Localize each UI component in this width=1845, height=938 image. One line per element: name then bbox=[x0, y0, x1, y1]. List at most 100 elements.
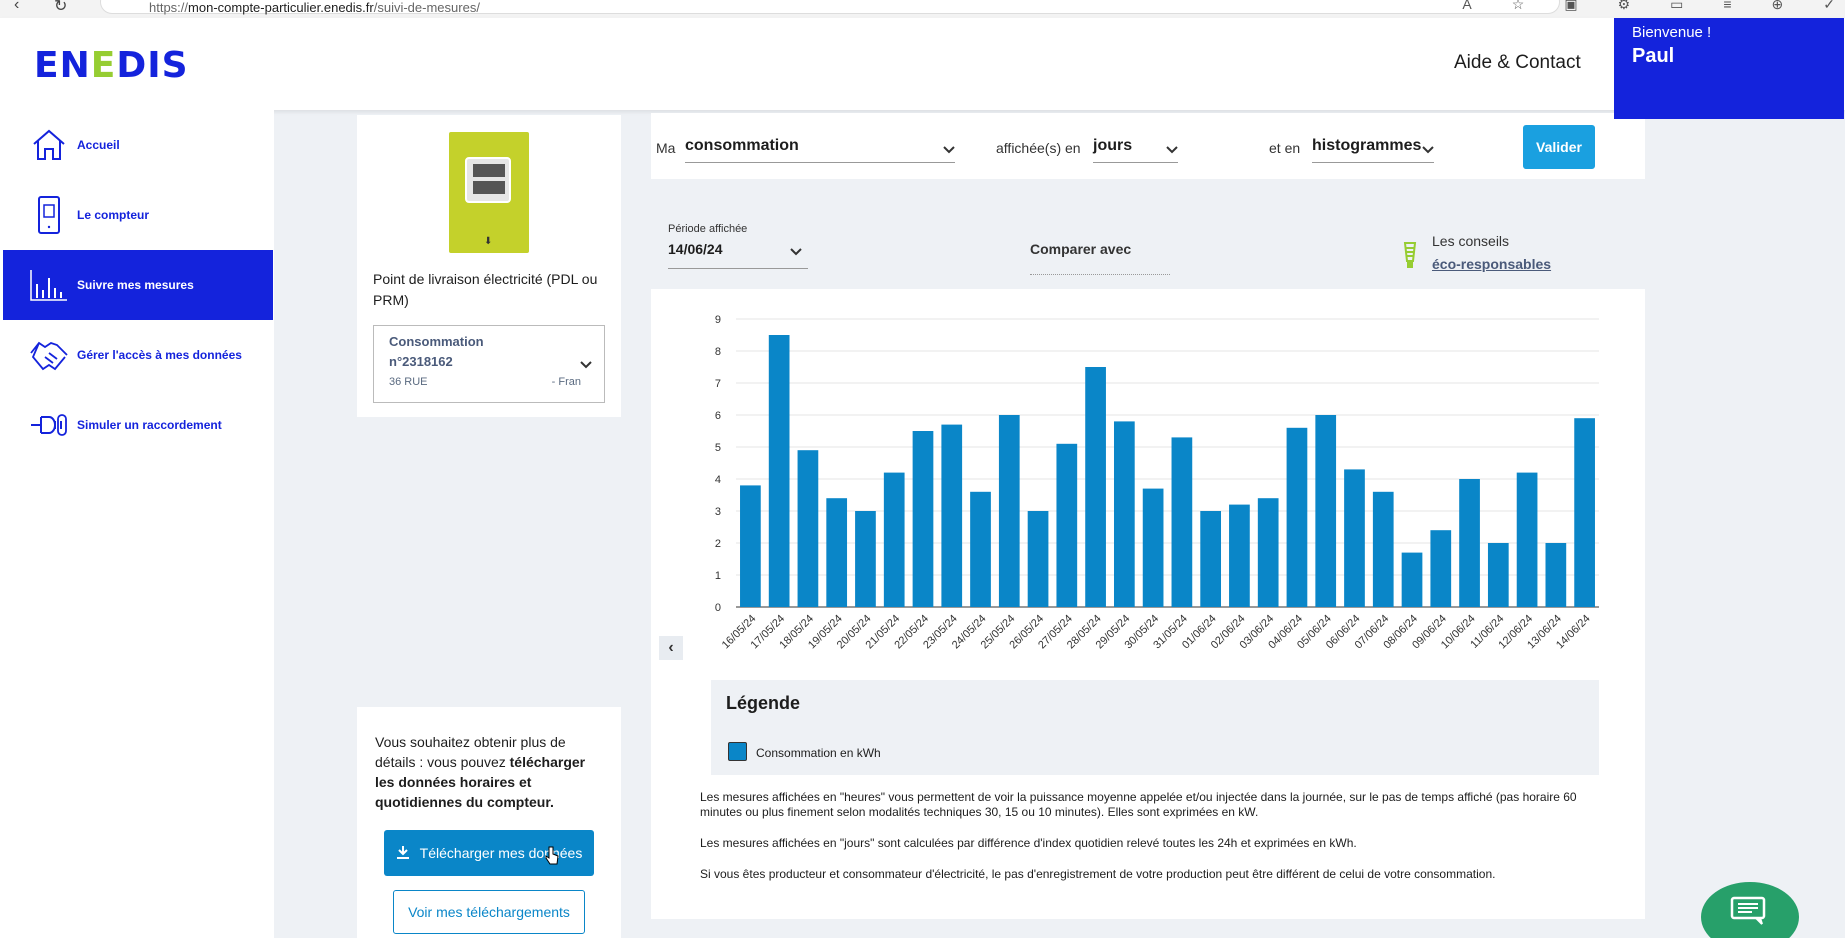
welcome-text: Bienvenue ! bbox=[1632, 24, 1712, 41]
bar-chart-icon bbox=[29, 265, 69, 305]
bar bbox=[912, 431, 934, 607]
refresh-icon[interactable]: ↻ bbox=[54, 0, 68, 15]
handshake-icon bbox=[29, 335, 69, 375]
address-bar[interactable]: https://mon-compte-particulier.enedis.fr… bbox=[100, 0, 1560, 15]
note-days: Les mesures affichées en "jours" sont ca… bbox=[700, 836, 1357, 850]
plug-icon bbox=[29, 405, 69, 445]
measure-type-select[interactable]: consommation bbox=[685, 135, 955, 163]
user-menu[interactable]: Bienvenue ! Paul bbox=[1614, 18, 1844, 119]
linky-meter-image: ⬇ bbox=[449, 132, 529, 253]
note-producer: Si vous êtes producteur et consommateur … bbox=[700, 867, 1496, 881]
note-hours: Les mesures affichées en "heures" vous p… bbox=[700, 790, 1577, 819]
favorite-icon[interactable]: ☆ bbox=[1511, 0, 1525, 12]
y-tick-label: 8 bbox=[715, 346, 721, 358]
mouse-cursor-icon bbox=[545, 846, 559, 866]
collections-icon[interactable]: ⊕ bbox=[1771, 0, 1784, 12]
bar bbox=[1257, 498, 1279, 607]
split-icon[interactable]: ▭ bbox=[1670, 0, 1684, 12]
sidebar-item-raccordement[interactable]: Simuler un raccordement bbox=[3, 390, 273, 460]
home-icon bbox=[29, 125, 69, 165]
period-value: 14/06/24 bbox=[668, 241, 723, 257]
meter-icon bbox=[29, 195, 69, 235]
pdl-address-country: - Fran bbox=[551, 376, 581, 388]
display-controls: Ma consommation affichée(s) en jours et … bbox=[651, 113, 1645, 179]
shield-icon[interactable]: ✓ bbox=[1823, 0, 1835, 12]
help-contact-link[interactable]: Aide & Contact bbox=[1454, 52, 1581, 73]
legend-title: Légende bbox=[726, 693, 801, 713]
bar bbox=[1487, 543, 1509, 607]
pdl-address: 36 RUE - Fran bbox=[389, 376, 589, 388]
unit-value: jours bbox=[1093, 137, 1133, 154]
download-icon bbox=[396, 845, 410, 862]
measure-type-value: consommation bbox=[685, 137, 799, 154]
bar bbox=[1516, 472, 1538, 607]
meter-screen-bar bbox=[473, 181, 505, 194]
sidebar-item-acces[interactable]: Gérer l'accès à mes données bbox=[3, 320, 273, 390]
chart-kind-select[interactable]: histogrammes bbox=[1312, 135, 1434, 163]
y-tick-label: 7 bbox=[715, 378, 721, 390]
download-data-button[interactable]: Télécharger mes données bbox=[384, 830, 594, 876]
compare-select[interactable]: Comparer avec bbox=[1030, 241, 1170, 275]
bar bbox=[1574, 418, 1595, 607]
bar bbox=[1286, 427, 1308, 607]
extension-icon[interactable]: ▣ bbox=[1564, 0, 1578, 12]
site-header: ENEDIS Aide & Contact bbox=[0, 18, 1845, 110]
bar bbox=[970, 491, 991, 607]
bar bbox=[1401, 552, 1423, 607]
previous-period-button[interactable]: ‹ bbox=[659, 636, 683, 660]
enedis-logo[interactable]: ENEDIS bbox=[34, 45, 189, 86]
chevron-down-icon bbox=[943, 141, 955, 159]
bar bbox=[797, 450, 819, 607]
back-icon[interactable]: ‹ bbox=[14, 0, 20, 13]
lightbulb-icon bbox=[1401, 239, 1419, 276]
sidebar-item-compteur[interactable]: Le compteur bbox=[3, 180, 273, 250]
period-select[interactable]: 14/06/24 bbox=[668, 241, 808, 269]
tips-label: Les conseils bbox=[1432, 233, 1510, 249]
meter-screen-bar bbox=[473, 164, 505, 177]
bar bbox=[1545, 543, 1567, 607]
label-ma: Ma bbox=[656, 140, 676, 156]
download-description: Vous souhaitez obtenir plus de détails :… bbox=[375, 732, 605, 812]
period-label: Période affichée bbox=[668, 223, 748, 235]
validate-button[interactable]: Valider bbox=[1523, 125, 1595, 169]
sidebar-item-label: Simuler un raccordement bbox=[77, 418, 222, 432]
sidebar-item-label: Gérer l'accès à mes données bbox=[77, 348, 242, 362]
meter-card: ⬇ Point de livraison électricité (PDL ou… bbox=[357, 115, 621, 417]
measurement-notes: Les mesures affichées en "heures" vous p… bbox=[700, 790, 1600, 898]
bar bbox=[998, 415, 1020, 607]
eco-tips-link[interactable]: éco-responsables bbox=[1432, 256, 1552, 272]
bar bbox=[1085, 367, 1106, 607]
chat-icon bbox=[1730, 896, 1770, 938]
bar bbox=[1430, 530, 1452, 607]
unit-select[interactable]: jours bbox=[1093, 135, 1178, 163]
chart-kind-value: histogrammes bbox=[1312, 137, 1422, 154]
favorites-list-icon[interactable]: ≡ bbox=[1723, 0, 1732, 12]
bar bbox=[1315, 415, 1337, 607]
bar bbox=[1171, 437, 1193, 607]
user-name: Paul bbox=[1632, 45, 1675, 67]
pdl-number: n°2318162 bbox=[389, 354, 453, 369]
sidebar-item-mesures[interactable]: Suivre mes mesures bbox=[3, 250, 273, 320]
bar bbox=[1056, 443, 1078, 607]
pdl-type: Consommation bbox=[389, 334, 484, 349]
download-card: Vous souhaitez obtenir plus de détails :… bbox=[357, 707, 621, 938]
sidebar-item-accueil[interactable]: Accueil bbox=[3, 110, 273, 180]
browser-toolbar: ‹ ↻ https://mon-compte-particulier.enedi… bbox=[0, 0, 1845, 18]
settings-icon[interactable]: ⚙ bbox=[1617, 0, 1631, 12]
label-et-en: et en bbox=[1269, 140, 1301, 156]
chevron-down-icon bbox=[1422, 141, 1434, 159]
bar bbox=[941, 424, 963, 607]
read-aloud-icon[interactable]: A bbox=[1462, 0, 1472, 12]
y-tick-label: 6 bbox=[715, 410, 721, 422]
view-downloads-button[interactable]: Voir mes téléchargements bbox=[393, 890, 585, 934]
url-text: https://mon-compte-particulier.enedis.fr… bbox=[149, 0, 480, 15]
meter-screen bbox=[465, 157, 511, 203]
sidebar: Accueil Le compteur Suivre mes mesures G… bbox=[0, 110, 274, 938]
download-data-label: Télécharger mes données bbox=[419, 845, 583, 861]
bar bbox=[1344, 469, 1365, 607]
sidebar-item-label: Accueil bbox=[77, 138, 120, 152]
pdl-selector[interactable]: Consommation n°2318162 36 RUE - Fran bbox=[373, 325, 605, 403]
chat-button[interactable] bbox=[1701, 882, 1799, 938]
consumption-chart: 012345678916/05/2417/05/2418/05/2419/05/… bbox=[715, 314, 1599, 651]
bar bbox=[740, 485, 761, 607]
